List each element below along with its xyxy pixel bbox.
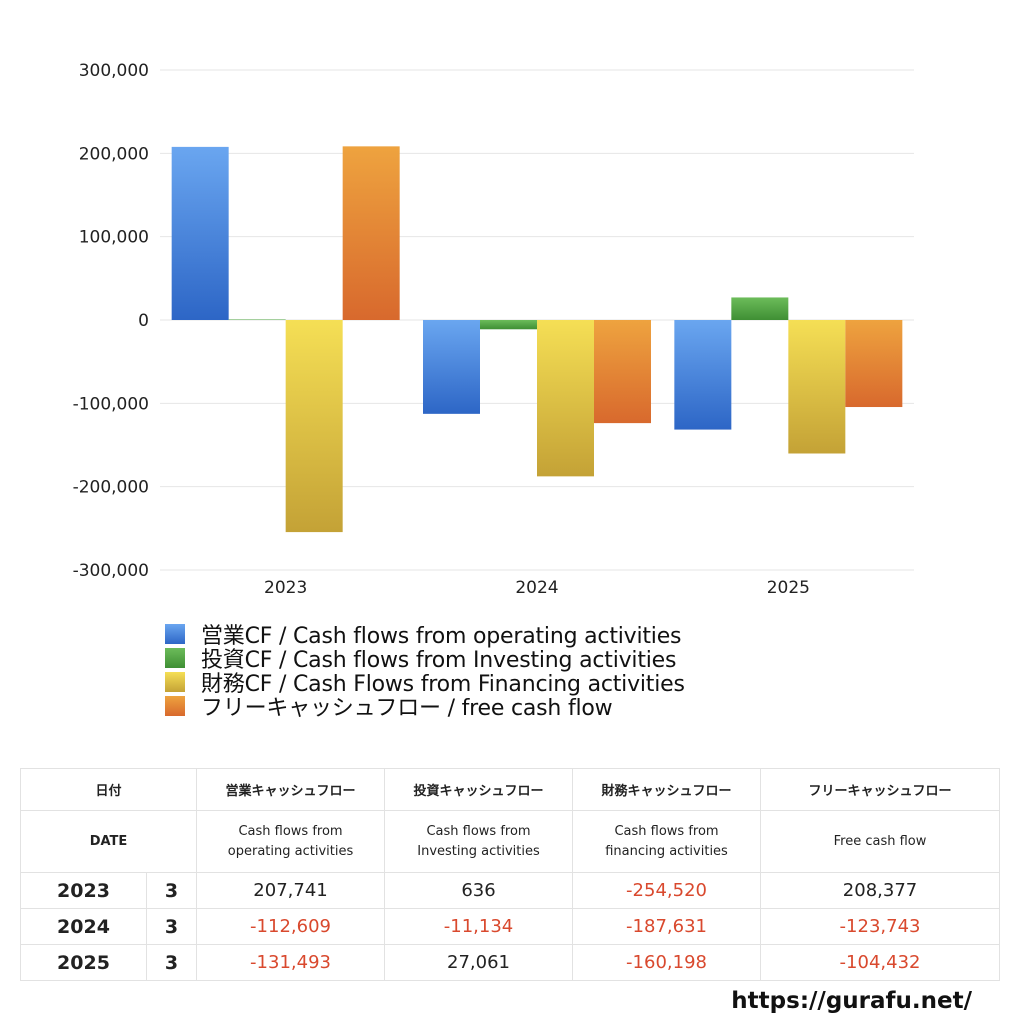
row-month: 3 [145,872,198,909]
header-operating-en: Cash flows from operating activities [196,810,386,873]
row-year: 2023 [20,872,147,909]
table-row: 2024 3 -112,609 -11,134 -187,631 -123,74… [20,908,1001,945]
bar [537,320,594,477]
row-financing: -187,631 [572,908,762,945]
legend-label: 営業CF / Cash flows from operating activit… [201,624,682,649]
legend-swatch [165,696,185,716]
y-tick-label: 0 [138,311,149,331]
bar [285,320,343,533]
row-financing: -160,198 [572,944,762,981]
x-tick-label: 2024 [515,578,558,598]
header-operating-ja: 営業キャッシュフロー [196,768,386,811]
header-investing-en: Cash flows from Investing activities [384,810,574,873]
row-month: 3 [145,944,198,981]
header-financing-en-text: Cash flows from financing activities [605,823,728,859]
x-tick-label: 2023 [264,578,307,598]
row-investing: 636 [384,872,574,909]
cash-flow-bar-chart: 300,000 200,000 100,000 0 -100,000 -200,000 -3… [73,61,914,598]
bar [171,146,229,320]
row-operating: -131,493 [196,944,386,981]
y-tick-label: 300,000 [79,61,149,81]
site-url: https://gurafu.net/ [731,988,972,1014]
legend-item: 営業CF / Cash flows from operating activit… [165,622,685,649]
bar [342,146,400,320]
row-year: 2025 [20,944,147,981]
legend-swatch [165,672,185,692]
bar [788,320,846,454]
x-tick-label: 2025 [767,578,810,598]
header-investing-ja: 投資キャッシュフロー [384,768,574,811]
header-free-ja: フリーキャッシュフロー [760,768,1001,811]
legend-item: 財務CF / Cash Flows from Financing activit… [165,670,685,697]
table-header-row-en: DATE Cash flows from operating activitie… [19,810,1001,873]
bar [731,297,789,320]
row-financing: -254,520 [572,872,762,909]
y-tick-label: -100,000 [73,394,149,414]
header-financing-en: Cash flows from financing activities [572,810,762,873]
y-tick-label: 100,000 [79,228,149,248]
cash-flow-table: 日付 営業キャッシュフロー 投資キャッシュフロー 財務キャッシュフロー フリーキ… [19,768,1001,981]
y-tick-label: -300,000 [73,561,149,581]
row-month: 3 [145,908,198,945]
bar [845,320,903,408]
row-investing: 27,061 [384,944,574,981]
legend-item: フリーキャッシュフロー / free cash flow [165,694,685,721]
row-operating: 207,741 [196,872,386,909]
bar [228,319,286,320]
header-date-ja: 日付 [19,768,198,811]
header-free-en: Free cash flow [760,810,1001,873]
legend-swatch [165,648,185,668]
table-row: 2023 3 207,741 636 -254,520 208,377 [20,872,1001,909]
legend-label: 投資CF / Cash flows from Investing activit… [201,648,677,673]
header-date-en: DATE [19,810,198,873]
bar [594,320,651,424]
row-free: 208,377 [760,872,1001,909]
y-tick-label: -200,000 [73,478,149,498]
bar [480,320,537,330]
table-header-row-ja: 日付 営業キャッシュフロー 投資キャッシュフロー 財務キャッシュフロー フリーキ… [19,768,1001,811]
legend-label: 財務CF / Cash Flows from Financing activit… [201,672,685,697]
bar [423,320,480,414]
chart-legend: 営業CF / Cash flows from operating activit… [165,622,685,721]
header-financing-ja: 財務キャッシュフロー [572,768,762,811]
row-free: -104,432 [760,944,1001,981]
legend-swatch [165,624,185,644]
row-investing: -11,134 [384,908,574,945]
y-tick-label: 200,000 [79,144,149,164]
bar [674,320,732,430]
table-row: 2025 3 -131,493 27,061 -160,198 -104,432 [20,944,1001,981]
header-operating-en-text: Cash flows from operating activities [227,823,354,859]
legend-label: フリーキャッシュフロー / free cash flow [201,696,613,721]
header-investing-en-text: Cash flows from Investing activities [417,823,540,859]
row-free: -123,743 [760,908,1001,945]
row-year: 2024 [20,908,147,945]
row-operating: -112,609 [196,908,386,945]
legend-item: 投資CF / Cash flows from Investing activit… [165,646,685,673]
